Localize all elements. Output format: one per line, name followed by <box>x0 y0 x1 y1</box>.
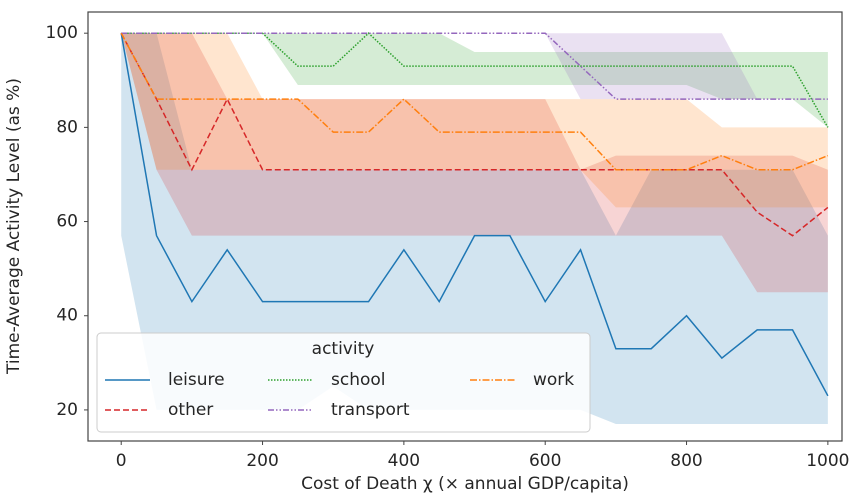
series-line <box>121 32 828 100</box>
confidence-band <box>121 33 828 128</box>
x-tick-label: 0 <box>116 451 127 471</box>
y-tick-label: 80 <box>56 117 78 137</box>
legend-box <box>96 332 591 433</box>
x-tick-label: 400 <box>388 451 420 471</box>
plot-frame <box>87 11 843 442</box>
legend-label: work <box>533 370 574 390</box>
y-tick-label: 100 <box>46 23 78 43</box>
y-tick-label: 40 <box>56 306 78 326</box>
legend-label: leisure <box>168 370 225 390</box>
series-line <box>120 33 829 397</box>
y-tick-label: 60 <box>56 212 78 232</box>
legend-label: school <box>331 370 386 390</box>
confidence-band <box>121 33 828 425</box>
confidence-band <box>121 33 828 100</box>
confidence-band <box>121 33 828 293</box>
x-axis-label: Cost of Death χ (× annual GDP/capita) <box>301 474 629 494</box>
x-tick-label: 800 <box>670 451 702 471</box>
x-tick-label: 1000 <box>806 451 849 471</box>
y-tick-label: 20 <box>56 400 78 420</box>
y-axis-label: Time-Average Activity Level (as %) <box>4 78 24 375</box>
confidence-band <box>121 33 828 208</box>
legend-label: other <box>168 400 213 420</box>
series-line <box>120 32 829 171</box>
x-tick-label: 200 <box>246 451 278 471</box>
series-line <box>120 32 829 237</box>
x-tick-label: 600 <box>529 451 561 471</box>
legend-label: transport <box>331 400 410 420</box>
legend-title: activity <box>312 339 375 359</box>
